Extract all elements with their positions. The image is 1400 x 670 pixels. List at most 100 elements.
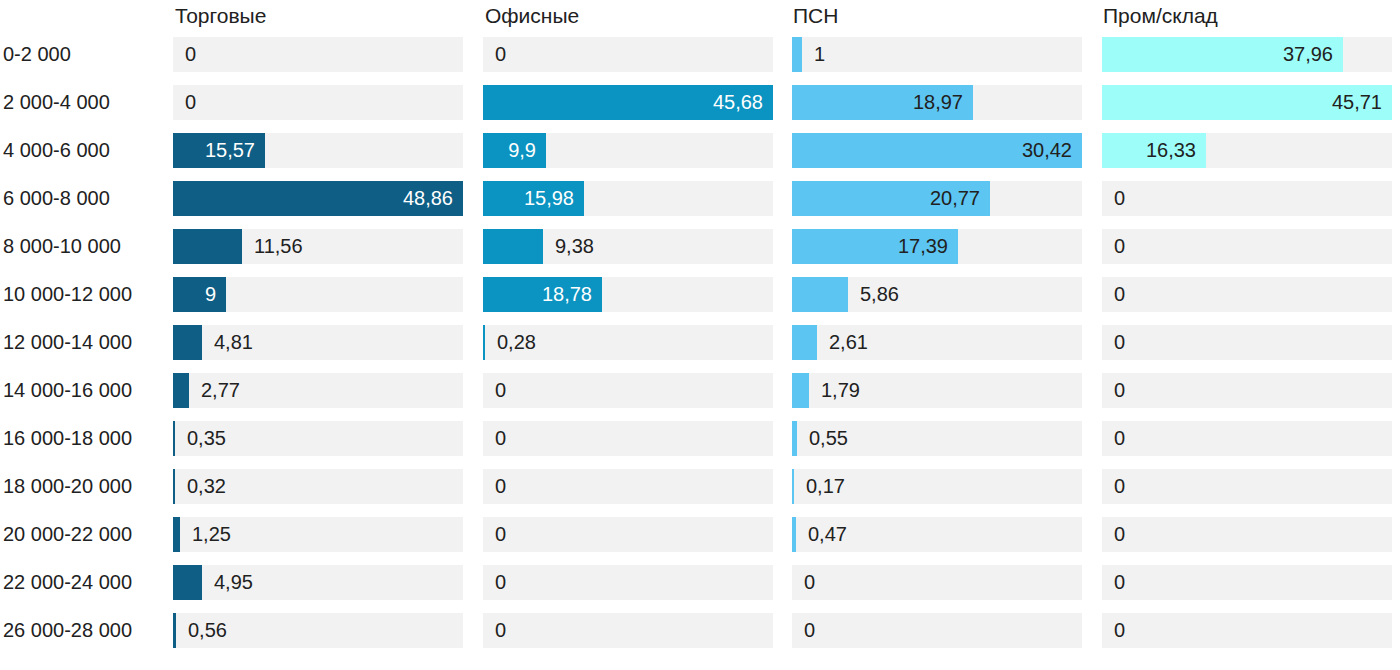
value-label: 9,38 [555, 229, 594, 264]
bar-track: 0 [1102, 181, 1392, 216]
bar [483, 325, 485, 360]
row-label: 12 000-14 000 [3, 325, 165, 360]
bar-track: 11,56 [173, 229, 463, 264]
value-label: 0 [495, 517, 506, 552]
bar-track: 2,61 [792, 325, 1082, 360]
value-label: 20,77 [930, 181, 980, 216]
bar [483, 229, 543, 264]
value-label: 30,42 [1022, 133, 1072, 168]
value-label: 0 [1114, 373, 1125, 408]
value-label: 0,55 [809, 421, 848, 456]
value-label: 48,86 [403, 181, 453, 216]
bar-track: 0 [1102, 325, 1392, 360]
bar [173, 517, 180, 552]
bar [792, 373, 809, 408]
value-label: 0,32 [187, 469, 226, 504]
column-header-psn: ПСН [793, 2, 838, 30]
value-label: 9,9 [508, 133, 536, 168]
bar [792, 277, 848, 312]
bar-track: 0 [483, 517, 773, 552]
bar [173, 421, 175, 456]
bar-track: 45,68 [483, 85, 773, 120]
value-label: 0 [185, 37, 196, 72]
bar-track: 0 [792, 565, 1082, 600]
value-label: 45,68 [713, 85, 763, 120]
bar [792, 517, 796, 552]
bar-track: 0 [1102, 613, 1392, 648]
column-header-prom-sklad: Пром/склад [1103, 2, 1218, 30]
row-label: 26 000-28 000 [3, 613, 165, 648]
value-label: 0,35 [187, 421, 226, 456]
bar-track: 1,25 [173, 517, 463, 552]
bar-track: 45,71 [1102, 85, 1392, 120]
bar-track: 0 [173, 37, 463, 72]
bar-track: 20,77 [792, 181, 1082, 216]
column-header-torgovye: Торговые [175, 2, 266, 30]
bar-track: 0 [1102, 373, 1392, 408]
bar-track: 48,86 [173, 181, 463, 216]
value-label: 0 [804, 613, 815, 648]
row-label: 16 000-18 000 [3, 421, 165, 456]
bar-track: 0 [483, 37, 773, 72]
value-label: 16,33 [1146, 133, 1196, 168]
value-label: 0 [185, 85, 196, 120]
value-label: 2,61 [829, 325, 868, 360]
bar-track: 5,86 [792, 277, 1082, 312]
value-label: 0,17 [806, 469, 845, 504]
row-label: 8 000-10 000 [3, 229, 165, 264]
value-label: 0 [495, 613, 506, 648]
value-label: 0 [1114, 229, 1125, 264]
bar-track: 0 [1102, 469, 1392, 504]
value-label: 0 [1114, 469, 1125, 504]
value-label: 0 [1114, 613, 1125, 648]
row-label: 4 000-6 000 [3, 133, 165, 168]
value-label: 0 [495, 469, 506, 504]
value-label: 18,78 [542, 277, 592, 312]
value-label: 0,56 [188, 613, 227, 648]
row-label: 20 000-22 000 [3, 517, 165, 552]
value-label: 0 [1114, 517, 1125, 552]
bar-track: 30,42 [792, 133, 1082, 168]
column-header-ofisnye: Офисные [485, 2, 579, 30]
value-label: 0 [1114, 421, 1125, 456]
row-label: 6 000-8 000 [3, 181, 165, 216]
value-label: 0 [495, 421, 506, 456]
bar-track: 16,33 [1102, 133, 1392, 168]
value-label: 0 [495, 373, 506, 408]
bar [792, 469, 794, 504]
bar [792, 325, 817, 360]
bar-track: 0 [483, 613, 773, 648]
bar-track: 0 [483, 373, 773, 408]
value-label: 18,97 [913, 85, 963, 120]
bar-track: 0 [483, 469, 773, 504]
value-label: 0,28 [497, 325, 536, 360]
bar-track: 0,35 [173, 421, 463, 456]
bar [173, 229, 242, 264]
value-label: 0 [495, 565, 506, 600]
bar [173, 325, 202, 360]
bar [173, 613, 176, 648]
bar-track: 9,9 [483, 133, 773, 168]
bar-track: 15,98 [483, 181, 773, 216]
bar [173, 277, 226, 312]
value-label: 17,39 [898, 229, 948, 264]
value-label: 4,81 [214, 325, 253, 360]
bar-track: 0,32 [173, 469, 463, 504]
value-label: 0 [1114, 277, 1125, 312]
row-label: 2 000-4 000 [3, 85, 165, 120]
row-label: 0-2 000 [3, 37, 165, 72]
value-label: 4,95 [214, 565, 253, 600]
value-label: 15,57 [205, 133, 255, 168]
bar-track: 0 [1102, 277, 1392, 312]
bar-track: 37,96 [1102, 37, 1392, 72]
value-label: 2,77 [201, 373, 240, 408]
bar-track: 9,38 [483, 229, 773, 264]
bar-track: 0,55 [792, 421, 1082, 456]
bar-track: 4,81 [173, 325, 463, 360]
bar-track: 0,17 [792, 469, 1082, 504]
bar-track: 0 [792, 613, 1082, 648]
value-label: 15,98 [524, 181, 574, 216]
value-label: 0 [804, 565, 815, 600]
bar-track: 0 [1102, 229, 1392, 264]
grouped-bar-chart: Торговые Офисные ПСН Пром/склад 0-2 000 0… [0, 0, 1400, 670]
